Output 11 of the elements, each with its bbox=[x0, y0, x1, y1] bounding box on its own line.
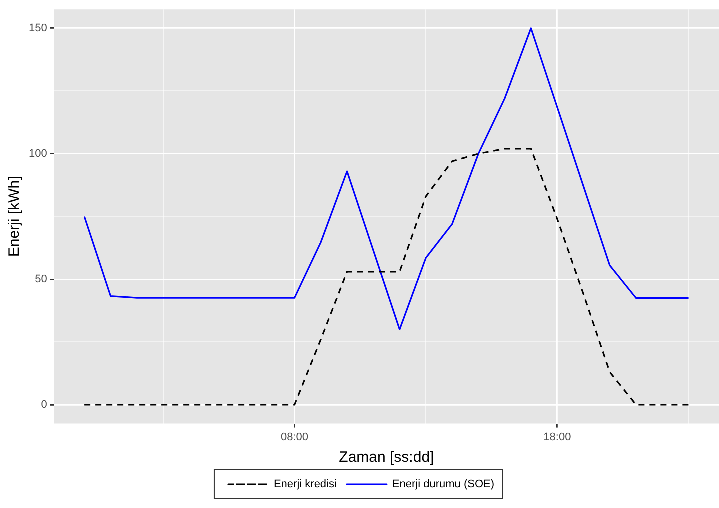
y-tick-label: 100 bbox=[28, 148, 48, 160]
y-tick-label: 150 bbox=[28, 22, 48, 34]
y-axis-title: Enerji [kWh] bbox=[6, 176, 24, 258]
legend-label: Enerji kredisi bbox=[274, 478, 337, 491]
x-axis-title: Zaman [ss:dd] bbox=[339, 449, 434, 466]
y-tick-label: 50 bbox=[35, 273, 48, 286]
x-tick-label: 18:00 bbox=[544, 431, 572, 444]
legend-label: Enerji durumu (SOE) bbox=[392, 478, 495, 491]
x-tick-label: 08:00 bbox=[280, 431, 308, 444]
line-series bbox=[84, 148, 690, 406]
y-tick-label: 0 bbox=[41, 399, 48, 412]
